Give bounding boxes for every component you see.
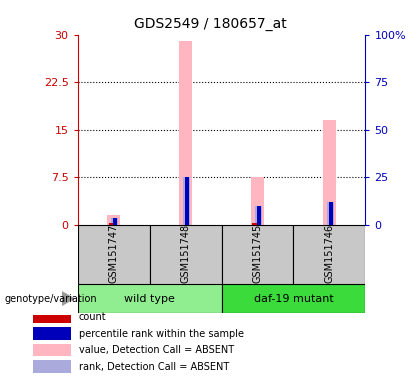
Bar	[107, 215, 120, 225]
Bar	[109, 223, 113, 225]
Bar	[257, 206, 261, 225]
Text: percentile rank within the sample: percentile rank within the sample	[79, 329, 244, 339]
Bar	[252, 223, 257, 225]
Bar	[185, 177, 189, 225]
Bar	[33, 361, 71, 373]
Text: daf-19 mutant: daf-19 mutant	[254, 293, 333, 304]
Bar	[78, 284, 222, 313]
Text: GSM151748: GSM151748	[181, 223, 191, 283]
Text: GSM151746: GSM151746	[324, 223, 334, 283]
Text: wild type: wild type	[124, 293, 175, 304]
Text: GSM151745: GSM151745	[252, 223, 262, 283]
Text: genotype/variation: genotype/variation	[4, 293, 97, 304]
Bar	[33, 327, 71, 340]
Bar	[323, 120, 336, 225]
Text: GSM151747: GSM151747	[109, 223, 119, 283]
Bar	[179, 41, 192, 225]
Bar	[222, 225, 294, 284]
Bar	[222, 284, 365, 313]
Text: GDS2549 / 180657_at: GDS2549 / 180657_at	[134, 17, 286, 31]
Polygon shape	[62, 291, 75, 306]
Bar	[111, 218, 118, 225]
Bar	[33, 311, 71, 323]
Text: value, Detection Call = ABSENT: value, Detection Call = ABSENT	[79, 345, 234, 355]
Text: count: count	[79, 312, 106, 322]
Bar	[33, 344, 71, 356]
Bar	[113, 218, 117, 225]
Bar	[327, 202, 334, 225]
Bar	[294, 225, 365, 284]
Bar	[183, 177, 190, 225]
Text: rank, Detection Call = ABSENT: rank, Detection Call = ABSENT	[79, 362, 229, 372]
Bar	[78, 225, 150, 284]
Bar	[255, 206, 262, 225]
Bar	[150, 225, 222, 284]
Bar	[251, 177, 264, 225]
Bar	[329, 202, 333, 225]
